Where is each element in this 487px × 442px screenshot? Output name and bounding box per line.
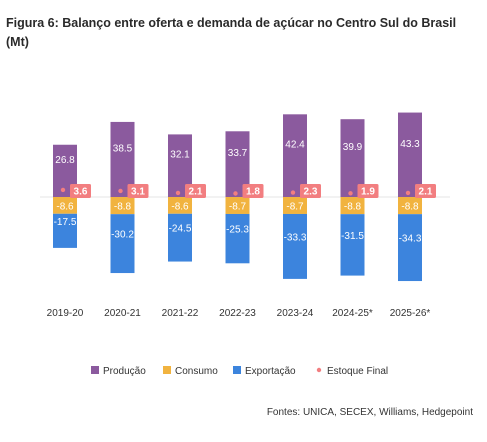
- label-box-estoque: [242, 184, 264, 198]
- label-exportacao: -30.2: [111, 230, 134, 241]
- bar-consumo: [283, 197, 307, 214]
- label-exportacao: -31.5: [341, 231, 364, 242]
- bar-consumo: [110, 197, 135, 215]
- bar-exportacao: [168, 213, 192, 262]
- label-consumo: -8.8: [401, 202, 419, 213]
- source-note: Fontes: UNICA, SECEX, Williams, Hedgepoi…: [266, 407, 473, 418]
- bar-consumo: [340, 197, 365, 215]
- label-estoque: 3.1: [131, 187, 145, 198]
- bar-exportacao: [225, 213, 250, 264]
- bar-consumo: [398, 197, 422, 215]
- x-tick-label: 2023-24: [277, 308, 314, 319]
- x-tick-label: 2024-25*: [332, 308, 373, 319]
- label-exportacao: -34.3: [399, 234, 422, 245]
- x-tick-label: 2019-20: [47, 308, 84, 319]
- bar-exportacao: [398, 214, 422, 282]
- label-estoque: 3.6: [74, 187, 88, 198]
- label-consumo: -8.7: [286, 201, 304, 212]
- x-tick-label: 2021-22: [162, 308, 199, 319]
- label-box-estoque: [70, 184, 91, 198]
- label-consumo: -8.8: [114, 202, 132, 213]
- legend-swatch: [91, 366, 99, 374]
- x-tick-label: 2020-21: [104, 308, 141, 319]
- label-producao: 26.8: [55, 155, 75, 166]
- label-estoque: 2.1: [419, 187, 433, 198]
- legend-swatch: [233, 366, 241, 374]
- label-box-estoque: [357, 184, 379, 198]
- label-box-estoque: [415, 184, 436, 198]
- marker-estoque: [290, 190, 296, 195]
- chart-title: Figura 6: Balanço entre oferta e demanda…: [6, 16, 457, 49]
- label-consumo: -8.7: [229, 201, 247, 212]
- marker-estoque: [233, 191, 238, 196]
- bar-consumo: [225, 197, 250, 214]
- label-exportacao: -25.3: [226, 225, 249, 236]
- label-producao: 38.5: [113, 143, 133, 154]
- bar-exportacao: [340, 214, 365, 276]
- legend-swatch: [316, 367, 322, 373]
- legend-swatch: [163, 366, 171, 374]
- bar-producao: [283, 114, 307, 197]
- label-estoque: 2.1: [189, 187, 203, 198]
- legend-label: Produção: [103, 366, 146, 377]
- x-tick-label: 2022-23: [219, 308, 256, 319]
- legend-label: Consumo: [175, 366, 218, 377]
- label-producao: 42.4: [285, 140, 305, 151]
- marker-estoque: [405, 190, 411, 196]
- marker-estoque: [118, 188, 123, 194]
- marker-estoque: [175, 190, 181, 196]
- legend-label: Estoque Final: [327, 366, 388, 377]
- bar-exportacao: [53, 213, 77, 248]
- label-exportacao: -33.3: [284, 232, 307, 243]
- label-consumo: -8.6: [171, 201, 189, 212]
- label-producao: 39.9: [343, 142, 363, 153]
- bar-consumo: [53, 197, 77, 214]
- marker-estoque: [60, 187, 66, 193]
- label-box-estoque: [127, 184, 149, 198]
- label-estoque: 2.3: [304, 187, 318, 198]
- label-producao: 32.1: [170, 150, 190, 161]
- label-consumo: -8.8: [344, 202, 362, 213]
- legend-label: Exportação: [245, 366, 296, 377]
- marker-estoque: [348, 191, 353, 196]
- label-exportacao: -24.5: [169, 224, 192, 235]
- bar-exportacao: [283, 213, 307, 279]
- label-estoque: 1.8: [246, 187, 260, 198]
- label-consumo: -8.6: [56, 201, 74, 212]
- label-estoque: 1.9: [361, 187, 375, 198]
- bar-exportacao: [110, 214, 135, 274]
- label-producao: 33.7: [228, 148, 248, 159]
- label-box-estoque: [185, 184, 206, 198]
- bar-consumo: [168, 197, 192, 214]
- label-exportacao: -17.5: [54, 217, 77, 228]
- bar-producao: [398, 112, 422, 197]
- label-box-estoque: [300, 184, 321, 198]
- x-tick-label: 2025-26*: [390, 308, 431, 319]
- label-producao: 43.3: [400, 139, 420, 150]
